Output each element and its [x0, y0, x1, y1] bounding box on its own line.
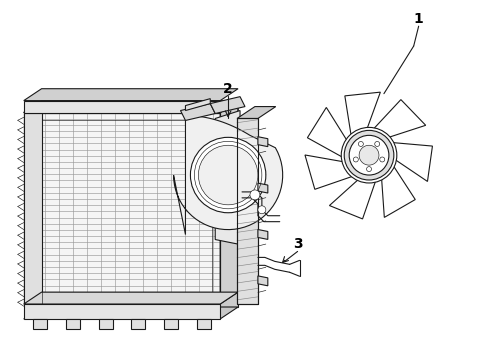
Circle shape	[198, 145, 258, 205]
Text: 3: 3	[293, 238, 302, 252]
Polygon shape	[370, 100, 426, 139]
Polygon shape	[345, 92, 380, 140]
Circle shape	[380, 157, 385, 162]
Polygon shape	[258, 229, 268, 239]
Polygon shape	[258, 276, 268, 286]
Circle shape	[375, 141, 380, 147]
Polygon shape	[98, 319, 113, 329]
Circle shape	[258, 206, 266, 214]
Circle shape	[349, 135, 389, 175]
Circle shape	[367, 167, 371, 172]
Circle shape	[353, 157, 358, 162]
Polygon shape	[33, 319, 47, 329]
Polygon shape	[329, 177, 377, 219]
Polygon shape	[131, 319, 145, 329]
Polygon shape	[185, 99, 210, 111]
Text: 2: 2	[223, 82, 233, 96]
Polygon shape	[215, 111, 240, 244]
Polygon shape	[24, 89, 238, 100]
Polygon shape	[180, 104, 215, 121]
Polygon shape	[24, 113, 220, 304]
Polygon shape	[237, 118, 258, 304]
Polygon shape	[305, 155, 357, 189]
Polygon shape	[24, 100, 220, 113]
Polygon shape	[24, 292, 238, 304]
Circle shape	[359, 145, 379, 165]
Polygon shape	[66, 319, 80, 329]
Polygon shape	[197, 319, 211, 329]
Polygon shape	[164, 319, 178, 329]
Polygon shape	[258, 137, 268, 147]
Polygon shape	[307, 107, 349, 159]
Polygon shape	[173, 116, 283, 235]
Polygon shape	[210, 96, 245, 113]
Circle shape	[341, 127, 397, 183]
Polygon shape	[24, 113, 42, 304]
Polygon shape	[381, 162, 415, 217]
Polygon shape	[24, 100, 238, 113]
Polygon shape	[388, 142, 433, 181]
Polygon shape	[24, 307, 238, 319]
Circle shape	[250, 190, 260, 200]
Polygon shape	[24, 304, 220, 319]
Circle shape	[344, 130, 394, 180]
Text: 1: 1	[414, 12, 423, 26]
Polygon shape	[220, 100, 238, 304]
Polygon shape	[258, 183, 268, 193]
Polygon shape	[42, 292, 238, 307]
Polygon shape	[237, 107, 276, 118]
Circle shape	[358, 141, 364, 147]
Circle shape	[191, 137, 266, 213]
